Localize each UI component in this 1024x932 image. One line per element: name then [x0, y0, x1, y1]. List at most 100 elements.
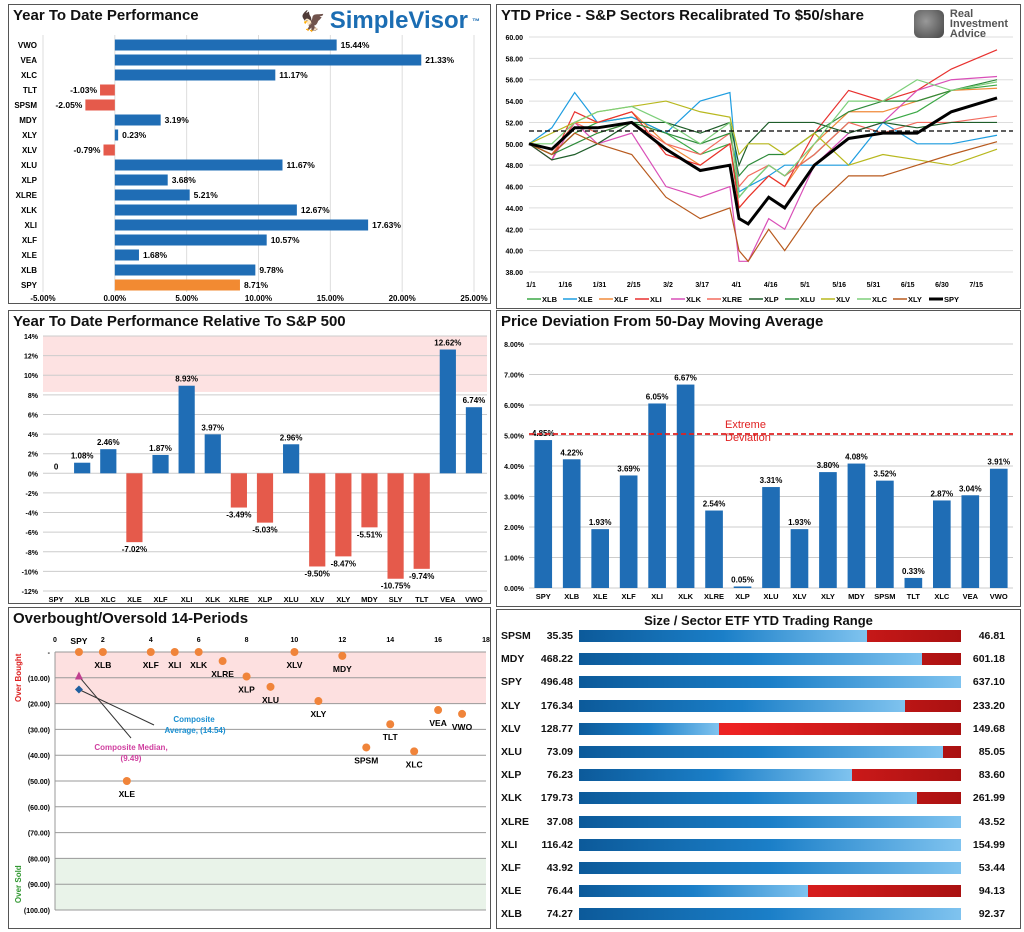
category-label: XLY: [336, 595, 350, 604]
category-label: XLK: [205, 595, 221, 604]
x-tick-label: 20.00%: [389, 294, 416, 303]
data-label: -5.51%: [357, 530, 382, 539]
y-tick-label: 44.00: [505, 206, 523, 213]
y-tick-label: (10.00): [28, 676, 50, 683]
category-label: XLV: [310, 595, 324, 604]
series-line-xli: [528, 49, 998, 210]
category-label: XLC: [21, 71, 37, 80]
y-tick-label: (50.00): [28, 779, 50, 786]
low-value: 116.42: [541, 838, 573, 851]
x-tick-label: 15.00%: [317, 294, 344, 303]
bar-xly: [335, 473, 352, 557]
point-label: XLV: [286, 660, 302, 670]
bar-xlre: [230, 473, 247, 508]
data-label: 0.05%: [731, 575, 754, 584]
high-value: 261.99: [972, 792, 1005, 805]
high-value: 53.44: [978, 862, 1005, 874]
ticker-label: SPY: [501, 676, 523, 689]
low-value: 179.73: [540, 792, 573, 805]
data-label: 0: [54, 462, 59, 471]
chart-title: Year To Date Performance Relative To S&P…: [13, 313, 346, 330]
low-value: 128.77: [540, 722, 573, 735]
range-bar: [579, 862, 961, 874]
y-tick-label: 50.00: [505, 142, 523, 149]
x-tick-label: 14: [386, 637, 394, 644]
low-value: 76.23: [546, 769, 573, 782]
x-tick-label: 6/30: [935, 282, 949, 289]
data-label: -2.05%: [55, 100, 82, 110]
range-bar: [579, 792, 961, 805]
data-label: 4.22%: [560, 448, 583, 457]
category-label: VWO: [990, 592, 1008, 601]
bar-xli: [114, 219, 369, 231]
point-label: XLE: [119, 789, 136, 799]
data-label: 3.80%: [817, 461, 840, 470]
range-fill: [579, 699, 905, 712]
category-label: XLY: [22, 131, 37, 140]
range-row-spy: SPY 496.48 637.10: [497, 672, 1021, 692]
bar-xle: [114, 249, 139, 261]
data-label: -1.03%: [70, 85, 97, 95]
y-tick-label: 46.00: [505, 185, 523, 192]
x-tick-label: 5/1: [800, 282, 810, 289]
bar-vwo: [465, 407, 483, 474]
ticker-label: XLY: [501, 699, 521, 712]
data-label: 11.67%: [286, 160, 315, 170]
y-tick-label: 54.00: [505, 99, 523, 106]
high-value: 154.99: [972, 838, 1005, 851]
range-bar: [579, 746, 961, 758]
range-bar: [579, 630, 961, 642]
bar-mdy: [114, 114, 161, 126]
category-label: SPY: [21, 281, 38, 290]
point-label: XLU: [262, 695, 279, 705]
y-tick-label: 6%: [28, 412, 39, 419]
shaded-band: [43, 336, 487, 392]
y-tick-label: 4%: [28, 432, 39, 439]
y-tick-label: -2%: [26, 491, 39, 498]
x-tick-label: 12: [338, 637, 346, 644]
low-value: 76.44: [546, 885, 573, 898]
bar-xlu: [114, 159, 283, 171]
category-label: XLK: [678, 592, 694, 601]
point-label: XLRE: [211, 669, 234, 679]
category-label: XLB: [21, 266, 37, 275]
category-label: XLB: [75, 595, 91, 604]
logo-text: Advice: [949, 28, 986, 40]
bar-sly: [387, 473, 404, 579]
range-fill: [579, 862, 961, 874]
category-label: XLI: [25, 221, 37, 230]
high-value: 43.52: [978, 815, 1005, 828]
range-row-xlf: XLF 43.92 53.44: [497, 858, 1021, 878]
category-label: XLI: [181, 595, 193, 604]
category-label: XLC: [934, 592, 950, 601]
ticker-label: XLV: [501, 722, 521, 735]
point-xly: [314, 697, 323, 706]
legend-label: XLF: [614, 295, 629, 304]
category-label: VEA: [21, 56, 38, 65]
eagle-icon: [913, 10, 944, 38]
x-tick-label: 25.00%: [460, 294, 487, 303]
threshold-label: Deviation: [725, 432, 771, 444]
category-label: VWO: [465, 595, 483, 604]
point-vea: [434, 706, 443, 715]
data-label: 3.97%: [201, 423, 224, 432]
range-bar: [579, 769, 961, 782]
chart-title: Overbought/Oversold 14-Periods: [13, 610, 249, 627]
data-label: 8.93%: [175, 375, 198, 384]
category-label: XLU: [284, 595, 299, 604]
bar-spy: [114, 279, 240, 291]
leader-line: [78, 689, 155, 726]
y-tick-label: 48.00: [505, 163, 523, 170]
x-tick-label: 3/2: [663, 282, 673, 289]
bar-vwo: [114, 39, 337, 51]
range-row-xlre: XLRE 37.08 43.52: [497, 812, 1021, 832]
range-bar: [579, 676, 961, 689]
data-label: 11.17%: [279, 70, 308, 80]
low-value: 35.35: [546, 630, 573, 642]
low-value: 74.27: [546, 908, 573, 921]
category-label: XLRE: [229, 595, 249, 604]
data-label: 3.04%: [959, 484, 982, 493]
range-fill: [579, 676, 961, 689]
series-line-xlp: [528, 121, 998, 168]
data-label: 3.91%: [987, 458, 1010, 467]
